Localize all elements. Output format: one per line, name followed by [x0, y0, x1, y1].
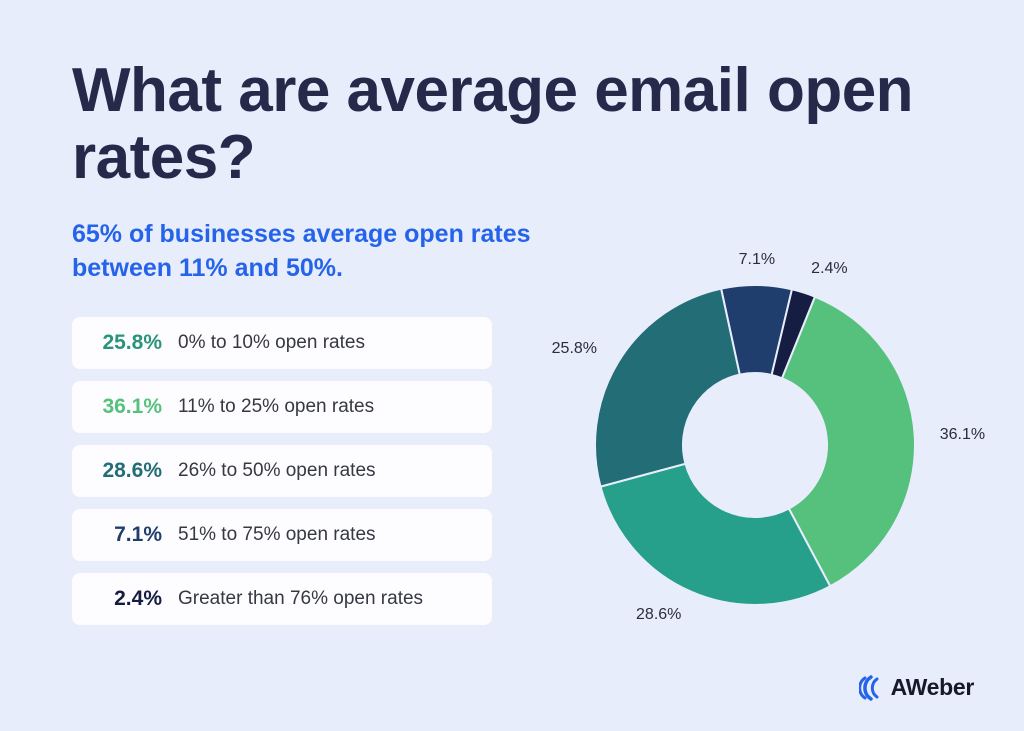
donut-slice: [601, 464, 831, 605]
legend-label: 11% to 25% open rates: [178, 396, 374, 418]
legend-item: 7.1% 51% to 75% open rates: [72, 509, 492, 561]
legend-label: 51% to 75% open rates: [178, 524, 376, 546]
page-title: What are average email open rates?: [72, 58, 960, 192]
donut-slice-label: 2.4%: [811, 260, 847, 278]
legend-pct: 2.4%: [92, 587, 162, 611]
legend-pct: 25.8%: [92, 331, 162, 355]
donut-slice-label: 36.1%: [940, 426, 985, 444]
legend-list: 25.8% 0% to 10% open rates 36.1% 11% to …: [72, 317, 492, 625]
brand-name: AWeber: [891, 674, 974, 701]
legend-item: 2.4% Greater than 76% open rates: [72, 573, 492, 625]
donut-chart: 36.1%28.6%25.8%7.1%2.4%: [540, 230, 970, 660]
legend-pct: 36.1%: [92, 395, 162, 419]
legend-item: 28.6% 26% to 50% open rates: [72, 445, 492, 497]
legend-label: 0% to 10% open rates: [178, 332, 365, 354]
legend-item: 25.8% 0% to 10% open rates: [72, 317, 492, 369]
donut-slice: [595, 289, 740, 487]
brand-logo: AWeber: [859, 674, 974, 701]
page-subtitle: 65% of businesses average open rates bet…: [72, 218, 532, 286]
legend-label: Greater than 76% open rates: [178, 588, 423, 610]
brand-mark-icon: [859, 675, 885, 701]
donut-slice-label: 7.1%: [739, 251, 775, 269]
donut-slice-label: 28.6%: [636, 606, 681, 624]
legend-pct: 28.6%: [92, 459, 162, 483]
donut-slice-label: 25.8%: [552, 340, 597, 358]
legend-pct: 7.1%: [92, 523, 162, 547]
legend-label: 26% to 50% open rates: [178, 460, 376, 482]
legend-item: 36.1% 11% to 25% open rates: [72, 381, 492, 433]
